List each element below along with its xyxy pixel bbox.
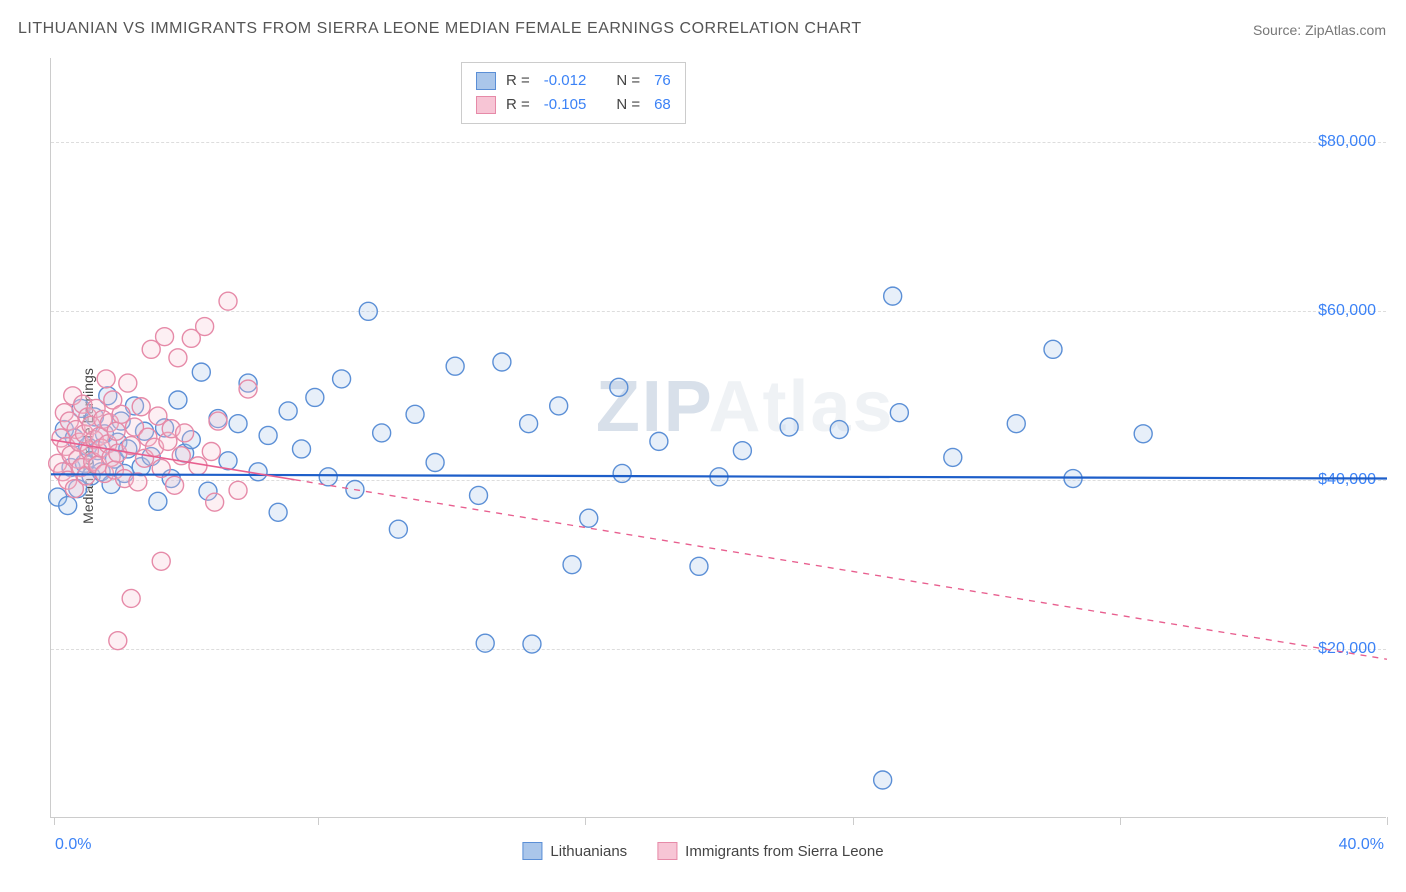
data-point [1044, 340, 1062, 358]
legend-label: Immigrants from Sierra Leone [685, 843, 883, 860]
source-attribution: Source: ZipAtlas.com [1253, 22, 1386, 38]
data-point [229, 415, 247, 433]
data-point [476, 634, 494, 652]
x-tick [585, 817, 586, 825]
data-point [426, 453, 444, 471]
x-tick [54, 817, 55, 825]
data-point [493, 353, 511, 371]
data-point [97, 370, 115, 388]
data-point [166, 476, 184, 494]
stats-row: R = -0.012 N = 76 [476, 69, 671, 93]
n-value: 76 [654, 69, 671, 93]
data-point [156, 328, 174, 346]
data-point [192, 363, 210, 381]
data-point [359, 302, 377, 320]
n-label: N = [616, 93, 640, 117]
data-point [1007, 415, 1025, 433]
data-point [780, 418, 798, 436]
data-point [319, 468, 337, 486]
chart-container: LITHUANIAN VS IMMIGRANTS FROM SIERRA LEO… [0, 0, 1406, 892]
data-point [613, 464, 631, 482]
correlation-stats-box: R = -0.012 N = 76 R = -0.105 N = 68 [461, 62, 686, 124]
data-point [206, 493, 224, 511]
data-point [169, 349, 187, 367]
data-point [446, 357, 464, 375]
data-point [279, 402, 297, 420]
x-tick [853, 817, 854, 825]
x-tick [318, 817, 319, 825]
series-swatch [476, 96, 496, 114]
series-legend: Lithuanians Immigrants from Sierra Leone [522, 842, 883, 860]
data-point [269, 503, 287, 521]
x-tick [1387, 817, 1388, 825]
data-point [119, 374, 137, 392]
r-value: -0.105 [544, 93, 587, 117]
data-point [109, 632, 127, 650]
n-value: 68 [654, 93, 671, 117]
data-point [373, 424, 391, 442]
data-point [610, 378, 628, 396]
r-label: R = [506, 93, 530, 117]
stats-row: R = -0.105 N = 68 [476, 93, 671, 117]
plot-area: ZIPAtlas $20,000$40,000$60,000$80,000 R … [50, 58, 1386, 818]
data-point [563, 556, 581, 574]
scatter-plot-svg [51, 58, 1386, 817]
data-point [229, 481, 247, 499]
legend-item: Lithuanians [522, 842, 627, 860]
data-point [169, 391, 187, 409]
chart-title: LITHUANIAN VS IMMIGRANTS FROM SIERRA LEO… [18, 20, 862, 38]
data-point [196, 318, 214, 336]
data-point [249, 463, 267, 481]
data-point [239, 380, 257, 398]
data-point [209, 412, 227, 430]
data-point [176, 424, 194, 442]
data-point [874, 771, 892, 789]
data-point [107, 422, 125, 440]
data-point [523, 635, 541, 653]
x-tick [1120, 817, 1121, 825]
data-point [149, 492, 167, 510]
data-point [259, 426, 277, 444]
data-point [333, 370, 351, 388]
data-point [733, 442, 751, 460]
legend-label: Lithuanians [550, 843, 627, 860]
data-point [550, 397, 568, 415]
data-point [189, 457, 207, 475]
data-point [944, 448, 962, 466]
data-point [1134, 425, 1152, 443]
data-point [132, 398, 150, 416]
data-point [406, 405, 424, 423]
data-point [389, 520, 407, 538]
legend-item: Immigrants from Sierra Leone [657, 842, 883, 860]
data-point [152, 552, 170, 570]
data-point [650, 432, 668, 450]
x-axis-max-label: 40.0% [1339, 836, 1384, 854]
x-axis-min-label: 0.0% [55, 836, 91, 854]
n-label: N = [616, 69, 640, 93]
data-point [690, 557, 708, 575]
data-point [59, 497, 77, 515]
r-label: R = [506, 69, 530, 93]
trend-line-dashed [295, 480, 1387, 659]
r-value: -0.012 [544, 69, 587, 93]
legend-swatch [657, 842, 677, 860]
data-point [470, 486, 488, 504]
data-point [580, 509, 598, 527]
data-point [520, 415, 538, 433]
data-point [830, 421, 848, 439]
data-point [202, 443, 220, 461]
data-point [122, 589, 140, 607]
data-point [219, 292, 237, 310]
legend-swatch [522, 842, 542, 860]
data-point [890, 404, 908, 422]
series-swatch [476, 72, 496, 90]
data-point [306, 388, 324, 406]
data-point [884, 287, 902, 305]
data-point [293, 440, 311, 458]
